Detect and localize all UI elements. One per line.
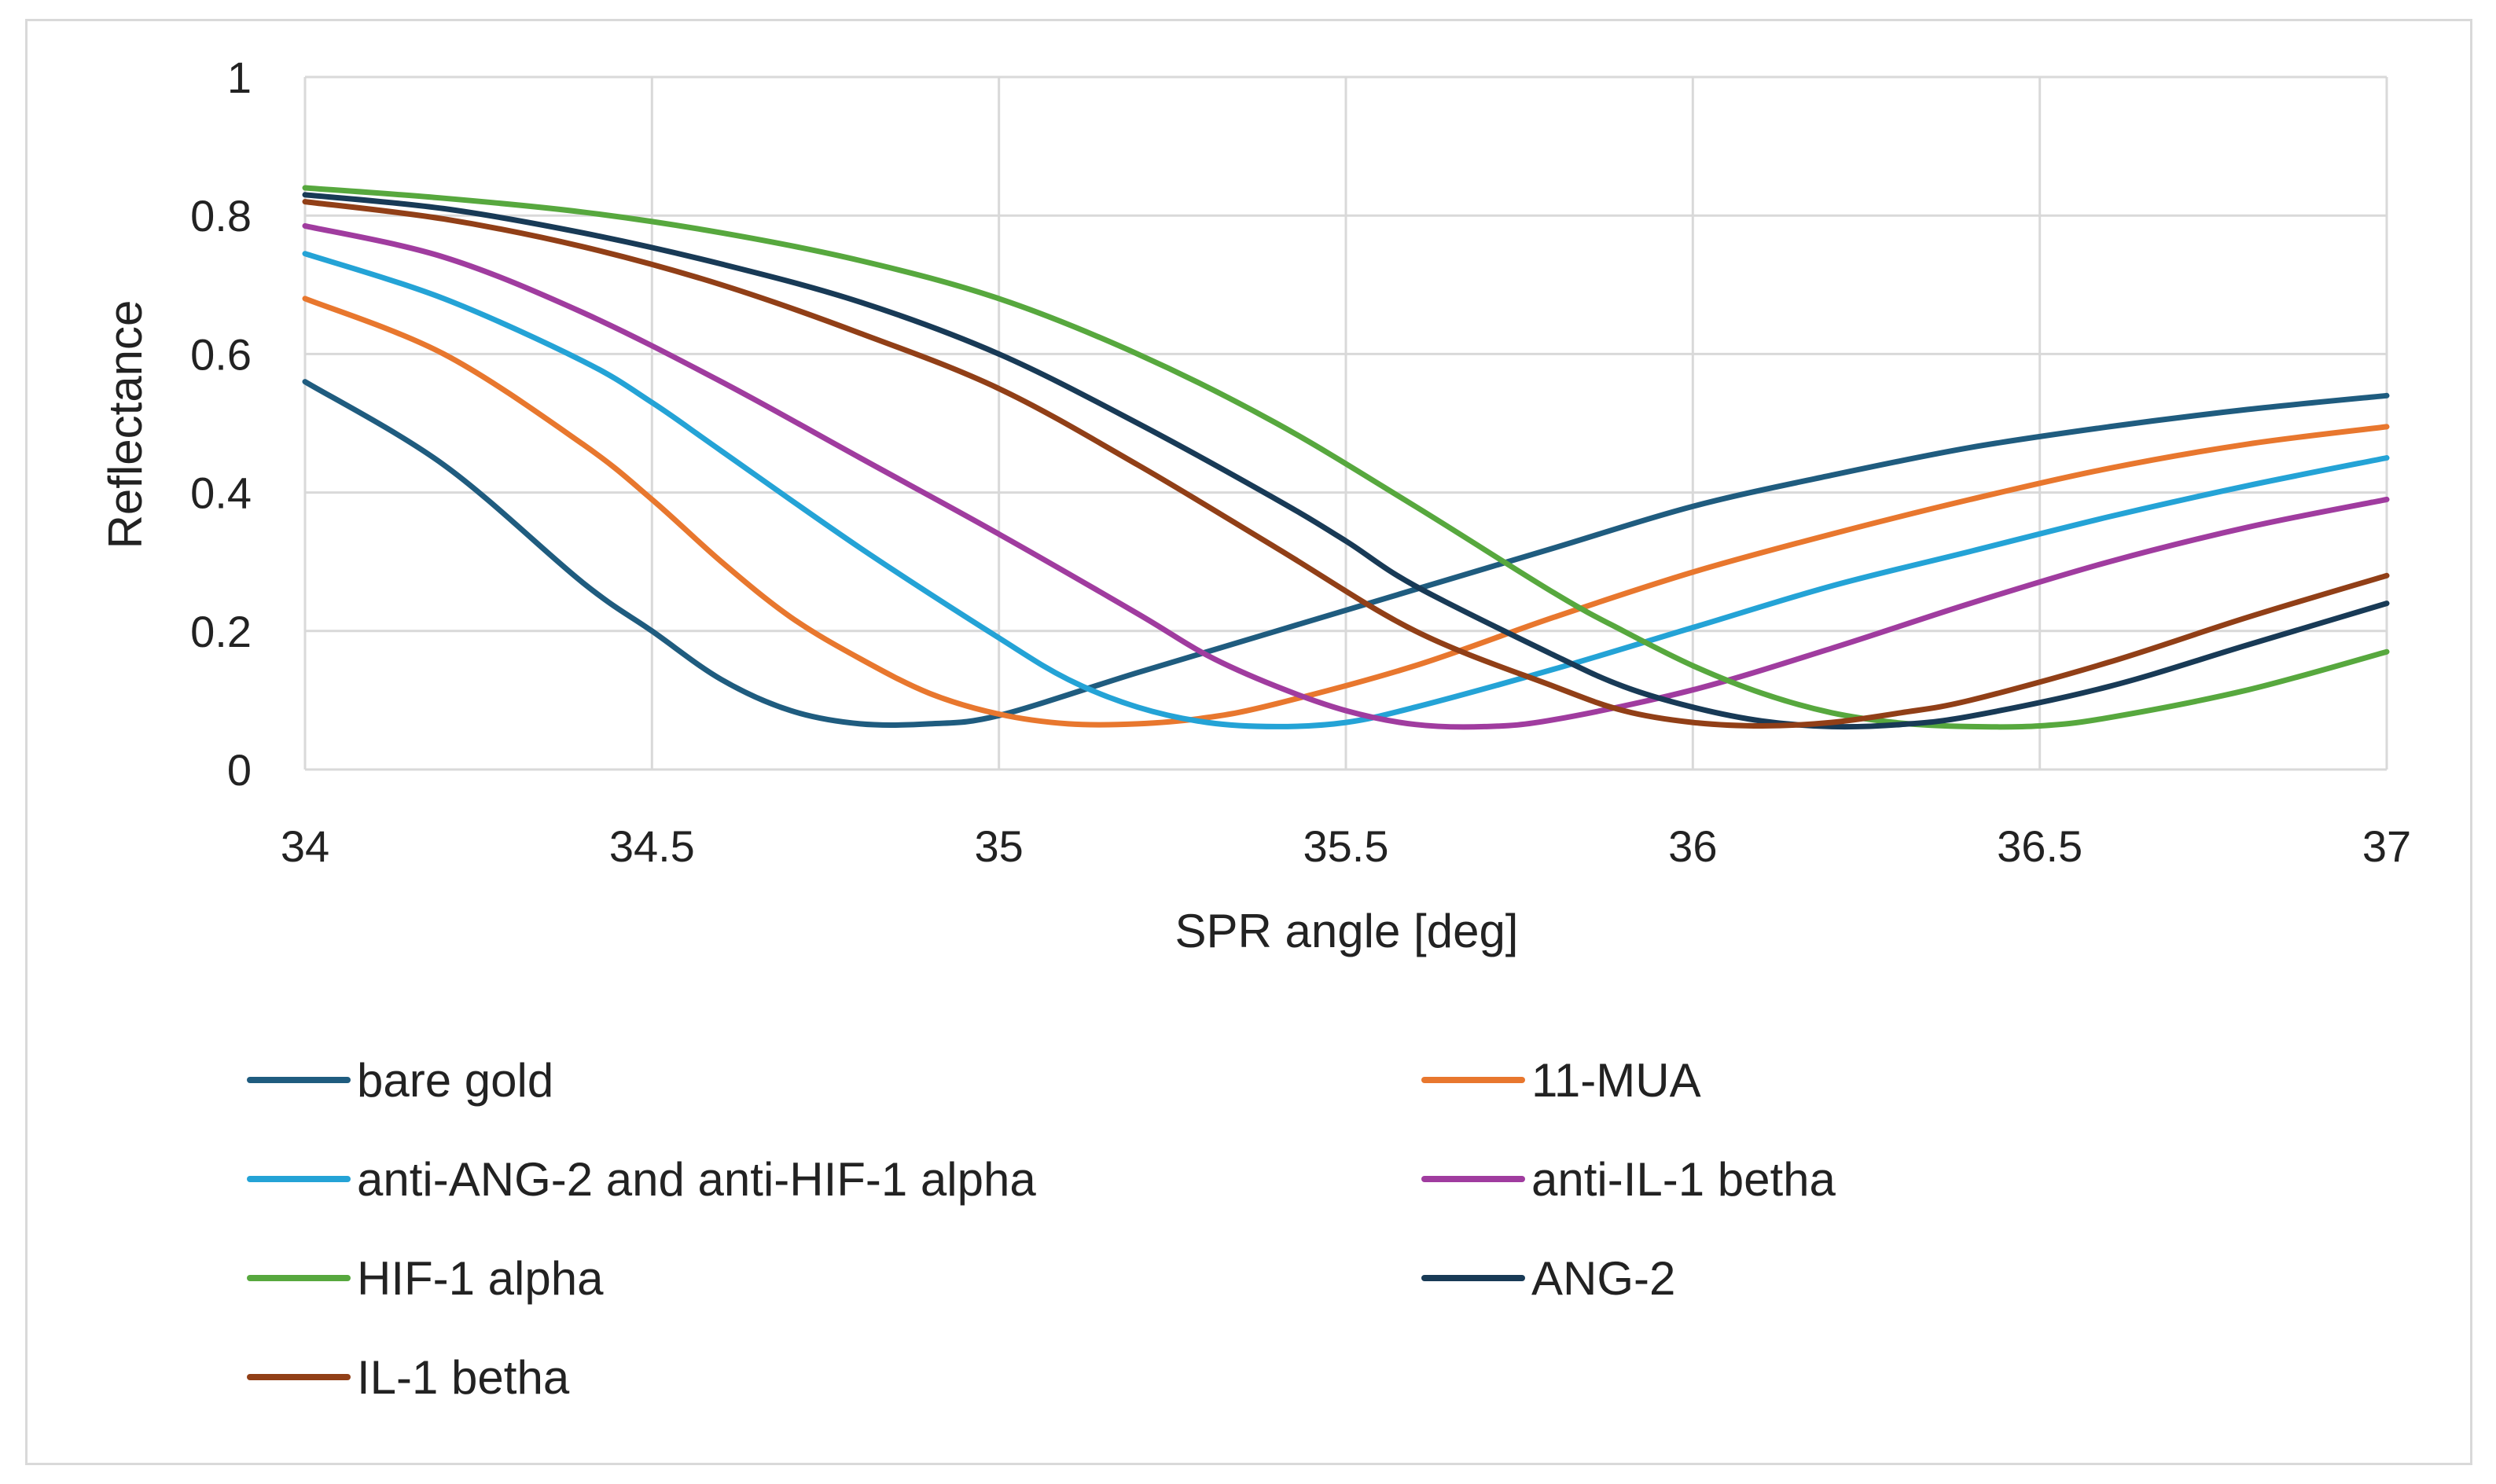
x-tick-label: 35 [975, 821, 1024, 871]
y-tick-labels: 0 0.2 0.4 0.6 0.8 1 [190, 53, 252, 795]
x-axis-title: SPR angle [deg] [1175, 905, 1519, 957]
chart-frame [25, 19, 2472, 1465]
y-tick-label: 0 [227, 745, 252, 795]
legend-item-bare-gold: bare gold [247, 1054, 553, 1107]
y-tick-label: 0.8 [190, 191, 252, 241]
x-tick-label: 34.5 [609, 821, 695, 871]
x-tick-labels: 34 34.5 35 35.5 36 36.5 37 [281, 821, 2411, 871]
legend-item-il-1-betha: IL-1 betha [247, 1351, 570, 1404]
legend-item-hif-1-alpha: HIF-1 alpha [247, 1252, 604, 1305]
legend-item-anti-il-1-betha: anti-IL-1 betha [1421, 1153, 1836, 1206]
x-tick-label: 36 [1668, 821, 1717, 871]
legend-label: anti-IL-1 betha [1531, 1153, 1836, 1206]
series-line-anti-il-1-betha [302, 222, 2390, 730]
series-lines [302, 185, 2390, 730]
x-tick-label: 34 [281, 821, 329, 871]
y-tick-label: 0.4 [190, 468, 252, 518]
series-line-ang-2 [302, 192, 2390, 730]
legend-label: IL-1 betha [357, 1351, 570, 1404]
legend-label: HIF-1 alpha [357, 1252, 604, 1305]
series-line-hif-1-alpha [302, 185, 2390, 730]
y-tick-label: 1 [227, 53, 252, 102]
x-tick-label: 35.5 [1303, 821, 1389, 871]
y-axis-title: Reflectance [99, 300, 152, 549]
legend-label: ANG-2 [1531, 1252, 1675, 1305]
series-line-bare-gold [302, 379, 2390, 729]
legend-label: anti-ANG-2 and anti-HIF-1 alpha [357, 1153, 1036, 1206]
x-tick-label: 37 [2362, 821, 2411, 871]
series-line-il-1-betha [302, 199, 2390, 729]
legend-label: 11-MUA [1531, 1054, 1701, 1107]
legend-item-11-mua: 11-MUA [1421, 1054, 1701, 1107]
x-tick-label: 36.5 [1997, 821, 2082, 871]
grid-lines [303, 75, 2388, 771]
y-tick-label: 0.2 [190, 607, 252, 656]
legend-label: bare gold [357, 1054, 553, 1107]
legend-item-ang-2: ANG-2 [1421, 1252, 1675, 1305]
legend: bare gold 11-MUA anti-ANG-2 and anti-HIF-1… [247, 1054, 1836, 1404]
series-line-anti-ang-2-and-anti-hif-1-alpha [302, 251, 2390, 729]
y-tick-label: 0.6 [190, 329, 252, 379]
legend-item-anti-ang-2-and-anti-hif-1-alpha: anti-ANG-2 and anti-HIF-1 alpha [247, 1153, 1036, 1206]
